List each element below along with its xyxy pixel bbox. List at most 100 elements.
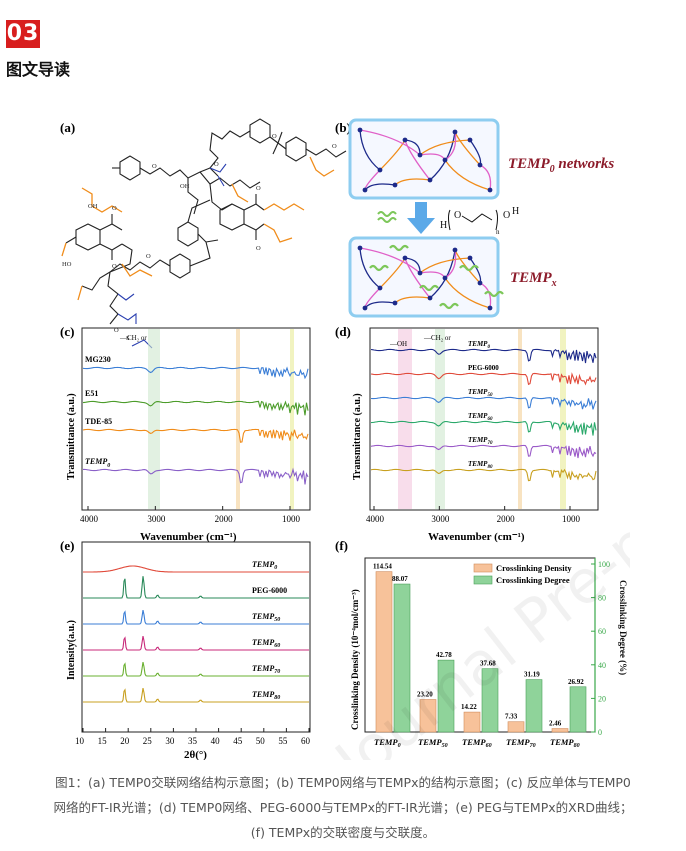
panel-a: (a) — [60, 118, 347, 349]
bar-density — [551, 728, 569, 733]
crosslink-node — [442, 275, 448, 281]
bar-degree — [569, 686, 587, 733]
peg-chain — [459, 264, 479, 272]
xrd-trace — [83, 687, 309, 703]
bar-degree-label: 26.92 — [568, 678, 584, 686]
crosslink-node — [477, 162, 483, 168]
tempx-label: TEMPx — [510, 270, 557, 289]
network-strand — [444, 131, 457, 161]
bar-degree-label: 31.19 — [524, 671, 540, 679]
panel-d-label: (d) — [335, 324, 351, 339]
xtick-label: 40 — [211, 736, 221, 746]
category-label: TEMP70 — [506, 737, 536, 749]
panel-e-label: (e) — [60, 538, 74, 553]
bar-degree — [437, 659, 455, 733]
crosslink-node — [427, 295, 433, 301]
xtick-label: 3000 — [431, 514, 450, 524]
bar-density-label: 114.54 — [373, 563, 392, 571]
svg-text:O: O — [332, 143, 337, 150]
peg-formula: H O n O H — [440, 206, 519, 236]
trace-label: TEMP70 — [252, 664, 280, 675]
crosslink-node — [467, 137, 473, 143]
panel-d-traces: TEMP0 PEG-6000 TEMP50 TEMP60 TEMP70 TEMP80 — [370, 340, 597, 482]
bar-density-label: 7.33 — [505, 713, 518, 721]
xrd-trace — [83, 576, 309, 599]
network-strand — [359, 247, 381, 289]
svg-text:O: O — [214, 161, 219, 168]
svg-text:OH: OH — [180, 183, 190, 190]
tempx-network-box — [348, 236, 500, 318]
svg-text:O: O — [112, 205, 117, 212]
panel-c-label: (c) — [60, 324, 74, 339]
trace-label: MG230 — [85, 355, 111, 364]
category-label: TEMP0 — [374, 737, 401, 749]
temp0-network-strands — [357, 127, 493, 193]
tempx-network-strands — [357, 244, 504, 311]
trace-label: TEMP50 — [252, 612, 280, 623]
bar-degree-label: 37.68 — [480, 660, 496, 668]
xtick-label: 30 — [165, 736, 175, 746]
y2tick-label: 0 — [598, 728, 602, 737]
panel-f-ylabel: Crosslinking Density (10⁻⁴mol/cm⁻³) — [350, 589, 360, 730]
y2tick-label: 80 — [598, 594, 606, 603]
bar-density — [375, 571, 393, 733]
svg-text:O: O — [503, 210, 510, 221]
xtick-label: 1000 — [282, 514, 301, 524]
bar-density-label: 14.22 — [461, 703, 477, 711]
panel-d-ylabel: Transmittance (a.u.) — [352, 393, 363, 480]
bar-density — [507, 721, 525, 733]
ir-trace — [370, 372, 597, 386]
network-strand — [359, 247, 421, 274]
panel-e-xticks: 10 15 20 25 30 35 40 45 50 55 60 — [75, 728, 311, 746]
xtick-label: 55 — [278, 736, 288, 746]
peg-chain — [389, 244, 409, 252]
trace-label: TDE-85 — [85, 417, 112, 426]
trace-label: TEMP0 — [468, 340, 490, 350]
crosslink-node — [362, 187, 368, 193]
svg-text:O: O — [272, 133, 277, 140]
panel-d-oh-annotation: —OH — [389, 340, 407, 348]
svg-text:S: S — [126, 335, 130, 342]
trace-label: PEG-6000 — [252, 586, 287, 595]
xtick-label: 1000 — [562, 514, 581, 524]
figure-caption: 图1：(a) TEMP0交联网络结构示意图；(b) TEMP0网络与TEMPx的… — [0, 770, 686, 845]
trace-label: E51 — [85, 389, 98, 398]
crosslink-node — [487, 305, 493, 311]
bar-degree-label: 88.07 — [392, 575, 408, 583]
network-strand — [404, 257, 431, 299]
molecule-structure — [65, 118, 347, 325]
bar-density — [463, 711, 481, 733]
peg-wave-icon — [377, 211, 397, 223]
panel-f-y2label: Crosslinking Degree (%) — [618, 580, 628, 675]
svg-text:H: H — [512, 206, 519, 217]
bar-density-label: 2.46 — [549, 720, 562, 728]
xtick-label: 15 — [98, 736, 108, 746]
arrow-down-icon — [407, 202, 435, 234]
trace-label: TEMP0 — [252, 560, 277, 571]
trace-label: TEMP60 — [468, 412, 493, 422]
panel-e-xlabel: 2θ(°) — [184, 749, 207, 760]
xtick-label: 60 — [301, 736, 311, 746]
crosslink-node — [442, 157, 448, 163]
xtick-label: 25 — [143, 736, 153, 746]
section-number-badge: 03 — [6, 20, 40, 48]
svg-text:O: O — [256, 185, 261, 192]
svg-text:O: O — [112, 263, 117, 270]
peg-chain — [484, 290, 504, 298]
svg-text:HO: HO — [62, 261, 72, 268]
crosslink-node — [467, 255, 473, 261]
xrd-trace — [83, 661, 309, 677]
xtick-label: 45 — [233, 736, 243, 746]
panel-b-label: (b) — [335, 120, 351, 135]
orange-pendant-groups — [61, 156, 335, 301]
panel-d: (d) —OH —CH₂ or TEMP0 PEG-6000 TEMP50 TEMP6… — [335, 324, 599, 543]
svg-text:O: O — [454, 210, 461, 221]
xtick-label: 10 — [75, 736, 85, 746]
panel-a-label: (a) — [60, 120, 75, 135]
crosslink-node — [377, 285, 383, 291]
bar-density-label: 23.20 — [417, 691, 433, 699]
caption-line-2: 网络的FT-IR光谱；(d) TEMP0网络、PEG-6000与TEMPx的FT… — [53, 800, 633, 815]
ir-trace — [83, 467, 309, 485]
